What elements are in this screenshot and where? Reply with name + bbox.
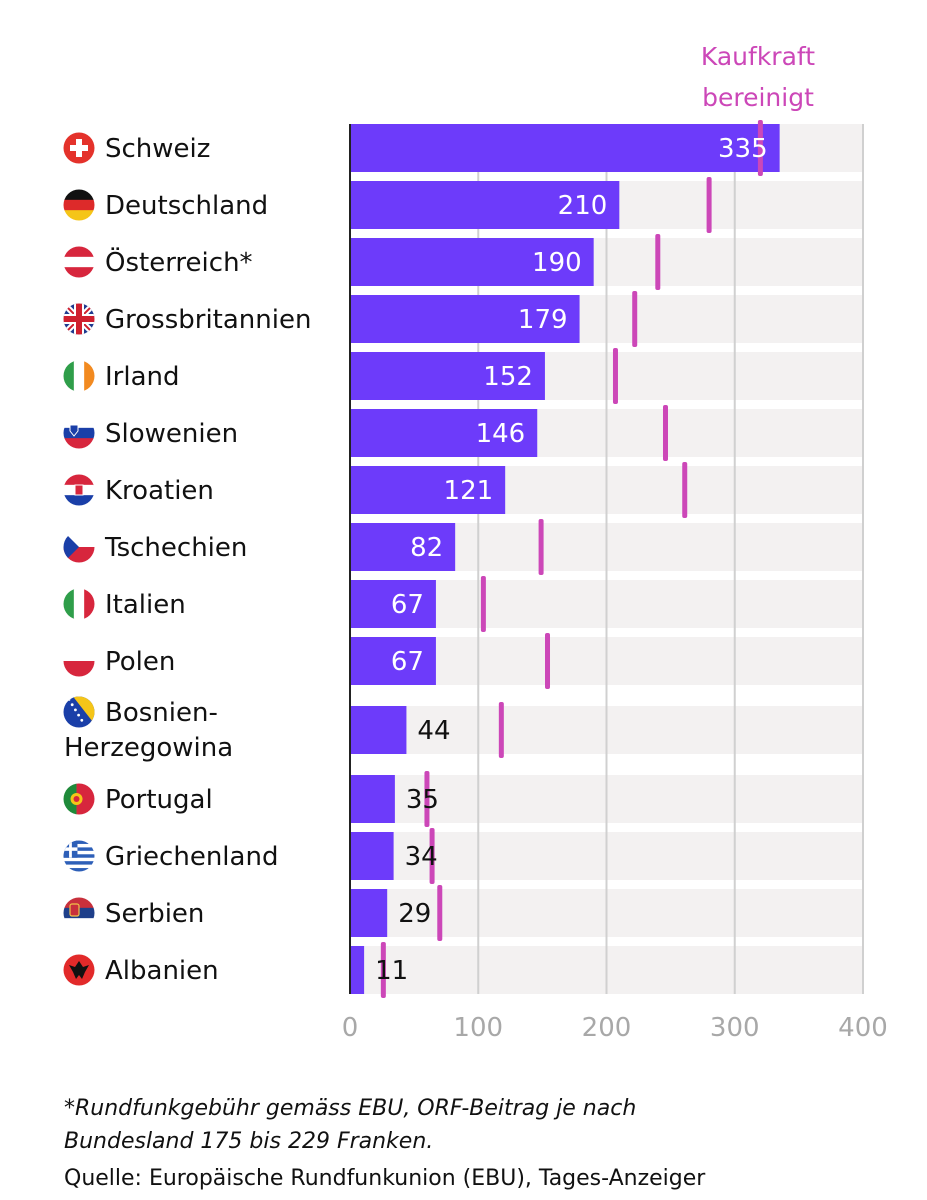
serbian-flag-icon <box>63 897 95 929</box>
purchasing-power-marker <box>612 348 618 404</box>
category-labels: Schweiz Deutschland Österreich* Grossbritan… <box>64 134 311 986</box>
purchasing-power-marker <box>437 885 443 941</box>
category-label: Griechenland <box>105 842 278 872</box>
british-flag-icon <box>63 303 95 335</box>
bar <box>350 181 620 229</box>
category-label: Grossbritannien <box>105 305 311 335</box>
category-label: Tschechien <box>104 533 247 563</box>
marker-series <box>380 120 763 998</box>
data-label: 335 <box>718 134 768 164</box>
purchasing-power-marker <box>655 234 661 290</box>
data-label: 121 <box>444 476 494 506</box>
italian-flag-icon <box>63 588 95 620</box>
category-label: Slowenien <box>105 419 238 449</box>
bar <box>350 523 456 571</box>
data-label: 44 <box>417 716 450 746</box>
category-label: Portugal <box>105 785 213 815</box>
x-axis-ticks: 0 100 200 300 400 <box>342 1013 888 1043</box>
bar <box>350 832 394 880</box>
data-label: 146 <box>476 419 526 449</box>
albanian-flag-icon <box>63 954 95 986</box>
category-label-line: Bosnien- <box>105 698 218 728</box>
bar <box>350 775 395 823</box>
category-label: Deutschland <box>105 191 268 221</box>
data-label: 11 <box>375 956 408 986</box>
category-label: Bosnien- Herzegowina <box>64 698 233 763</box>
category-label: Italien <box>105 590 186 620</box>
bar <box>350 637 436 685</box>
bar <box>350 466 506 514</box>
bosnian-flag-icon <box>63 696 95 728</box>
swiss-flag-icon <box>63 132 95 164</box>
purchasing-power-marker <box>498 702 504 758</box>
category-label: Kroatien <box>105 476 214 506</box>
bar <box>350 238 594 286</box>
german-flag-icon <box>63 189 95 221</box>
purchasing-power-marker <box>545 633 551 689</box>
greek-flag-icon <box>63 840 95 872</box>
data-label: 152 <box>483 362 533 392</box>
marker-legend-label: Kaufkraft bereinigt <box>701 42 815 112</box>
czech-flag-icon <box>63 531 95 563</box>
x-tick-label: 0 <box>342 1013 359 1043</box>
bar <box>350 295 580 343</box>
data-label: 67 <box>391 590 424 620</box>
x-tick-label: 300 <box>710 1013 760 1043</box>
portuguese-flag-icon <box>63 783 95 815</box>
category-label: Polen <box>105 647 175 677</box>
purchasing-power-marker <box>682 462 688 518</box>
x-tick-label: 100 <box>453 1013 503 1043</box>
purchasing-power-marker <box>429 828 435 884</box>
marker-series-label-line: bereinigt <box>702 83 814 112</box>
footnote-line-2: Bundesland 175 bis 229 Franken. <box>64 1129 434 1154</box>
purchasing-power-marker <box>757 120 763 176</box>
category-label-line: Herzegowina <box>64 733 233 763</box>
bar <box>350 889 388 937</box>
slovenian-flag-icon <box>63 417 95 449</box>
bar <box>350 352 545 400</box>
data-label: 210 <box>558 191 608 221</box>
polish-flag-icon <box>63 645 95 677</box>
purchasing-power-marker <box>480 576 486 632</box>
marker-series-label-line: Kaufkraft <box>701 42 815 71</box>
category-label: Serbien <box>105 899 204 929</box>
bar-series <box>350 124 780 994</box>
flags <box>63 132 95 986</box>
data-label: 35 <box>406 785 439 815</box>
data-label: 82 <box>410 533 443 563</box>
purchasing-power-marker <box>380 942 386 998</box>
footnote: *Rundfunkgebühr gemäss EBU, ORF-Beitrag … <box>64 1092 864 1158</box>
data-label: 179 <box>518 305 568 335</box>
purchasing-power-marker <box>706 177 712 233</box>
purchasing-power-marker <box>662 405 668 461</box>
irish-flag-icon <box>63 360 95 392</box>
bar <box>350 706 407 754</box>
bar <box>350 580 436 628</box>
data-label: 190 <box>532 248 582 278</box>
croatian-flag-icon <box>63 474 95 506</box>
bar <box>350 124 780 172</box>
purchasing-power-marker <box>632 291 638 347</box>
austrian-flag-icon <box>63 246 95 278</box>
x-tick-label: 200 <box>582 1013 632 1043</box>
data-label: 34 <box>405 842 438 872</box>
data-label: 29 <box>398 899 431 929</box>
bar <box>350 946 365 994</box>
x-tick-label: 400 <box>838 1013 888 1043</box>
data-label: 67 <box>391 647 424 677</box>
purchasing-power-marker <box>424 771 430 827</box>
category-label: Irland <box>105 362 180 392</box>
category-label: Albanien <box>105 956 219 986</box>
source-note: Quelle: Europäische Rundfunkunion (EBU),… <box>64 1166 706 1191</box>
purchasing-power-marker <box>538 519 544 575</box>
category-label: Schweiz <box>105 134 210 164</box>
footnote-line-1: *Rundfunkgebühr gemäss EBU, ORF-Beitrag … <box>64 1096 637 1121</box>
bar <box>350 409 538 457</box>
category-label: Österreich* <box>105 246 253 278</box>
